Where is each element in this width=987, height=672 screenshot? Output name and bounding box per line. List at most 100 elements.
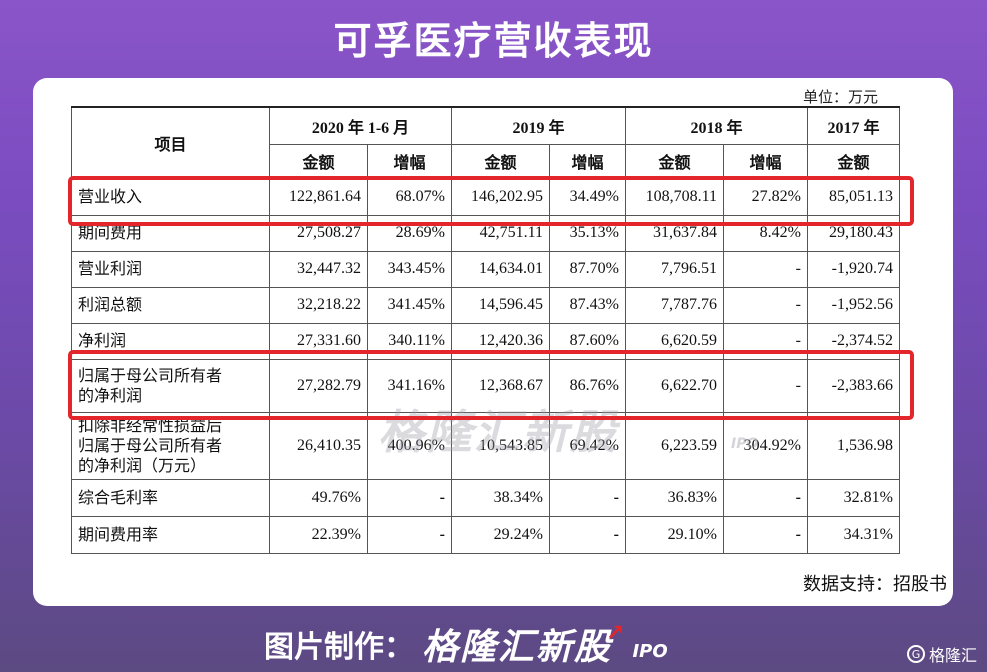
table-cell: - (367, 478, 452, 517)
table-cell: 341.45% (367, 286, 452, 324)
footer-credit: 图片制作： 格隆汇新股 ↗ IPO (264, 618, 668, 670)
sub-header: 增幅 (723, 143, 808, 180)
table-cell: 31,637.84 (625, 214, 724, 252)
row-label: 营业收入 (71, 178, 270, 216)
table-card: 单位：万元 项目 2020 年 1-6 月 2019 年 2018 年 2017… (33, 78, 953, 606)
sub-header: 金额 (269, 143, 368, 180)
table-cell: 14,634.01 (451, 250, 550, 288)
sub-header: 金额 (625, 143, 724, 180)
logo-icon: G (906, 645, 925, 663)
row-label: 期间费用 (71, 214, 270, 252)
item-header: 项目 (71, 106, 270, 180)
sub-header: 金额 (807, 143, 900, 180)
corner-logo-text: 格隆汇 (928, 646, 977, 665)
corner-logo: G 格隆汇 (906, 642, 977, 666)
table-cell: 85,051.13 (807, 178, 900, 216)
sub-header: 增幅 (367, 143, 452, 180)
table-cell: -1,920.74 (807, 250, 900, 288)
table-cell: - (723, 358, 808, 413)
table-cell: -2,374.52 (807, 322, 900, 360)
table-cell: 49.76% (269, 478, 368, 517)
table-cell: 32,218.22 (269, 286, 368, 324)
data-source: 数据支持：招股书 (803, 574, 947, 595)
table-cell: 26,410.35 (269, 411, 368, 480)
row-label: 归属于母公司所有者 的净利润 (71, 358, 270, 413)
period-header: 2017 年 (807, 106, 900, 145)
table-cell: 35.13% (549, 214, 626, 252)
table-row: 综合毛利率 49.76% -38.34% -36.83% -32.81% (71, 478, 900, 517)
table-row: 营业利润 32,447.32 343.45% 14,634.01 87.70% 7,796… (71, 250, 900, 288)
row-label: 扣除非经常性损益后 归属于母公司所有者 的净利润（万元） (71, 411, 270, 480)
table-cell: - (549, 478, 626, 517)
table-cell: 34.49% (549, 178, 626, 216)
row-label: 净利润 (71, 322, 270, 360)
table-cell: 340.11% (367, 322, 452, 360)
sub-header: 金额 (451, 143, 550, 180)
row-label: 期间费用率 (71, 515, 270, 554)
table-cell: 69.42% (549, 411, 626, 480)
table-cell: - (367, 515, 452, 554)
row-label: 营业利润 (71, 250, 270, 288)
table-cell: 29,180.43 (807, 214, 900, 252)
table-cell: 6,622.70 (625, 358, 724, 413)
table-cell: 27.82% (723, 178, 808, 216)
table-cell: 42,751.11 (451, 214, 550, 252)
table-cell: 27,331.60 (269, 322, 368, 360)
table-cell: 36.83% (625, 478, 724, 517)
table-cell: 14,596.45 (451, 286, 550, 324)
period-header: 2019 年 (451, 106, 626, 145)
table-cell: 87.60% (549, 322, 626, 360)
footer-tag: IPO (632, 640, 668, 662)
table-cell: - (723, 286, 808, 324)
table-cell: 10,543.85 (451, 411, 550, 480)
table-cell: 1,536.98 (807, 411, 900, 480)
table-cell: 6,620.59 (625, 322, 724, 360)
table-cell: 6,223.59 (625, 411, 724, 480)
table-cell: 32.81% (807, 478, 900, 517)
row-label: 综合毛利率 (71, 478, 270, 517)
table-cell: 146,202.95 (451, 178, 550, 216)
table-cell: 86.76% (549, 358, 626, 413)
period-header: 2020 年 1-6 月 (269, 106, 452, 145)
table-row: 期间费用率 22.39% -29.24% -29.10% -34.31% (71, 515, 900, 554)
period-header: 2018 年 (625, 106, 808, 145)
row-label: 利润总额 (71, 286, 270, 324)
table-row: 净利润 27,331.60 340.11% 12,420.36 87.60% 6,620.… (71, 322, 900, 360)
page-title: 可孚医疗营收表现 (333, 19, 654, 63)
table-cell: - (723, 478, 808, 517)
table-cell: - (723, 250, 808, 288)
sub-header: 增幅 (549, 143, 626, 180)
table-cell: 122,861.64 (269, 178, 368, 216)
table-cell: 108,708.11 (625, 178, 724, 216)
table-cell: 7,787.76 (625, 286, 724, 324)
table-cell: 87.43% (549, 286, 626, 324)
table-cell: 27,282.79 (269, 358, 368, 413)
table-cell: 341.16% (367, 358, 452, 413)
table-cell: -1,952.56 (807, 286, 900, 324)
footer-label: 图片制作： (264, 630, 414, 665)
financial-table: 项目 2020 年 1-6 月 2019 年 2018 年 2017 年 金额 … (71, 106, 900, 554)
table-cell: - (723, 515, 808, 554)
table-cell: 68.07% (367, 178, 452, 216)
unit-label: 单位：万元 (803, 88, 879, 106)
table-cell: 27,508.27 (269, 214, 368, 252)
table-cell: 12,420.36 (451, 322, 550, 360)
table-cell: 29.24% (451, 515, 550, 554)
footer-brand: 格隆汇新股 (422, 627, 613, 668)
table-cell: 343.45% (367, 250, 452, 288)
table-row: 扣除非经常性损益后 归属于母公司所有者 的净利润（万元） 26,410.35 400… (71, 411, 900, 480)
table-row: 期间费用 27,508.27 28.69% 42,751.11 35.13% 31,637… (71, 214, 900, 252)
table-cell: -2,383.66 (807, 358, 900, 413)
table-cell: 32,447.32 (269, 250, 368, 288)
table-cell: 7,796.51 (625, 250, 724, 288)
table-row: 归属于母公司所有者 的净利润 27,282.79 341.16% 12,368.67 8… (71, 358, 900, 413)
table-cell: 87.70% (549, 250, 626, 288)
table-cell: 38.34% (451, 478, 550, 517)
table-cell: - (549, 515, 626, 554)
table-cell: 8.42% (723, 214, 808, 252)
table-cell: 400.96% (367, 411, 452, 480)
table-cell: 29.10% (625, 515, 724, 554)
table-cell: 304.92% (723, 411, 808, 480)
trend-arrow-icon: ↗ (606, 620, 625, 646)
table-cell: 28.69% (367, 214, 452, 252)
